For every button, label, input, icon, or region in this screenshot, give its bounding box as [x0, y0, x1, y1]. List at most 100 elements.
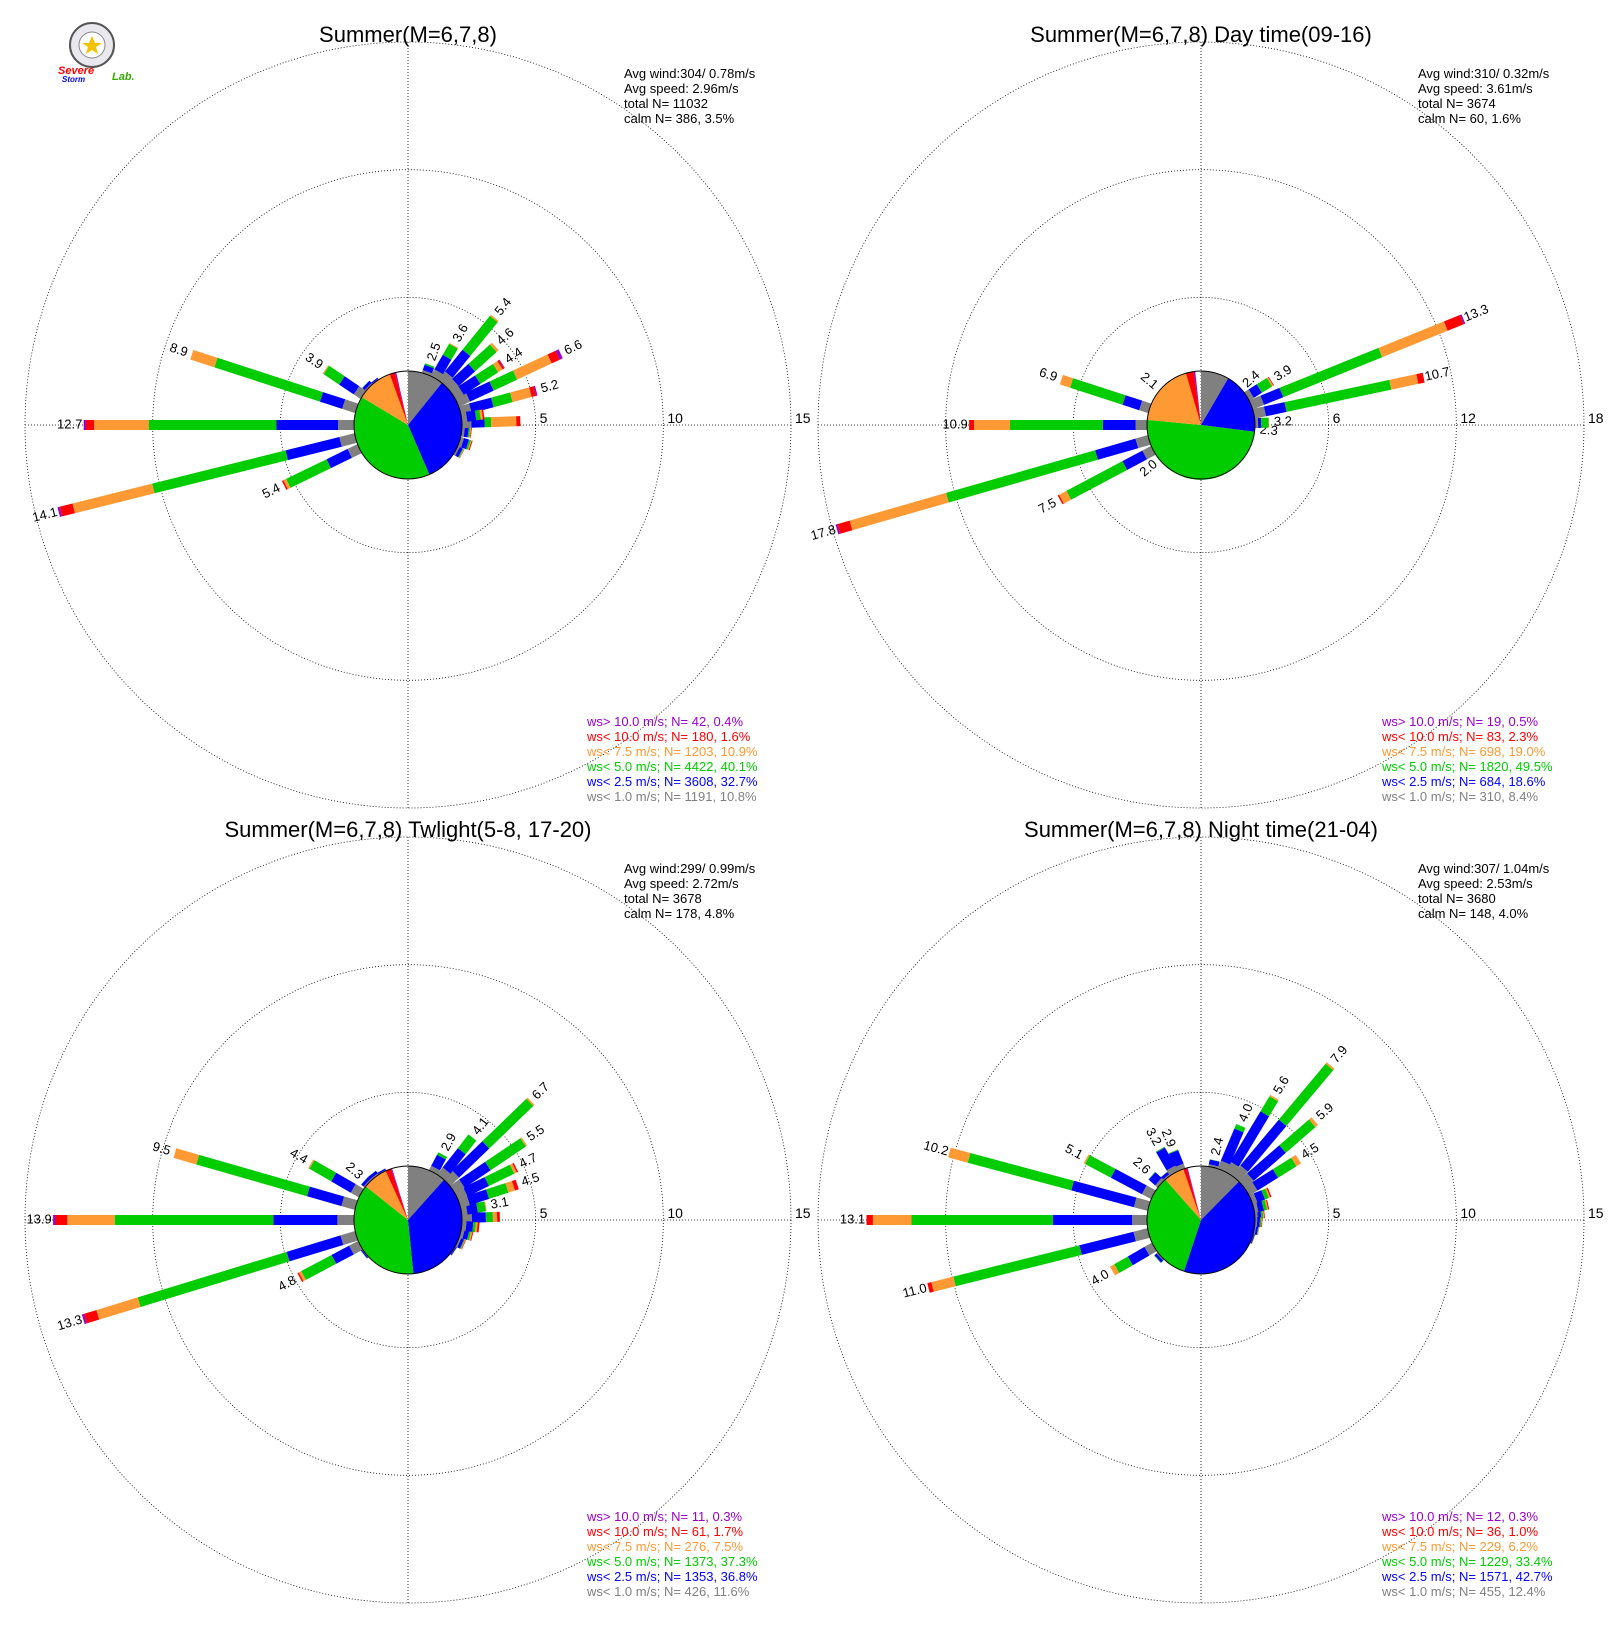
- bar-segment: [471, 1212, 486, 1223]
- bar-segment: [466, 1189, 490, 1206]
- direction-bar: 4.6: [444, 325, 517, 393]
- bar-segment: [1256, 1217, 1260, 1228]
- bar-segment: [469, 397, 494, 414]
- bar-value-label: 3.2: [1143, 1125, 1165, 1148]
- bar-segment: [946, 450, 1098, 503]
- bar-segment: [533, 385, 538, 396]
- bar-value-label: 5.9: [1313, 1100, 1336, 1123]
- bar-segment: [485, 1212, 493, 1223]
- bar-segment: [1260, 1217, 1262, 1228]
- direction-bar: 10.7: [1252, 364, 1451, 419]
- pie-slice-lt10ms: [408, 371, 442, 425]
- bar-segment: [498, 359, 505, 369]
- bar-segment: [1208, 1164, 1219, 1169]
- bar-segment: [1291, 1154, 1302, 1167]
- pie-slice-gt10: [391, 1168, 408, 1220]
- bar-segment: [1269, 1094, 1279, 1102]
- bar-segment: [458, 375, 481, 395]
- bar-segment: [513, 354, 552, 380]
- legend-entry: ws< 2.5 m/s; N= 1571, 42.7%: [1381, 1569, 1553, 1584]
- ring-tick-label: 15: [795, 1205, 811, 1221]
- bar-segment: [462, 1229, 470, 1240]
- bar-segment: [281, 480, 288, 490]
- bar-segment: [1166, 1165, 1179, 1176]
- direction-bar: [1253, 1224, 1260, 1236]
- bar-segment: [451, 1247, 458, 1256]
- pie-slice-gt10: [1193, 371, 1201, 425]
- speed-pie: [1146, 370, 1256, 480]
- legend-entry: ws< 5.0 m/s; N= 1820, 49.5%: [1381, 759, 1553, 774]
- bar-segment: [1057, 494, 1064, 505]
- bar-segment: [455, 446, 463, 458]
- direction-bar: [453, 445, 465, 459]
- bar-value-label: 10.2: [922, 1137, 950, 1158]
- bar-segment: [1159, 1171, 1168, 1179]
- bar-segment: [516, 416, 521, 427]
- direction-bar: 5.2: [458, 376, 560, 416]
- direction-bar: 10.9: [942, 416, 1147, 431]
- legend-entry: ws< 7.5 m/s; N= 698, 19.0%: [1381, 744, 1546, 759]
- bar-segment: [1263, 402, 1287, 417]
- legend-entry: ws< 1.0 m/s; N= 455, 12.4%: [1381, 1584, 1546, 1599]
- bar-segment: [1266, 1199, 1270, 1210]
- bar-segment: [465, 1221, 474, 1232]
- ring-tick-label: 18: [1588, 410, 1604, 426]
- bar-value-label: 10.9: [942, 416, 967, 431]
- bar-segment: [83, 420, 86, 430]
- bar-segment: [1155, 1146, 1165, 1153]
- bar-segment: [1256, 1225, 1260, 1235]
- bar-segment: [467, 440, 472, 450]
- bar-segment: [1156, 1252, 1165, 1261]
- direction-bar: 9.5: [151, 1139, 358, 1210]
- bar-segment: [96, 1297, 141, 1320]
- bar-segment: [472, 1221, 476, 1233]
- bar-segment: [1148, 1172, 1162, 1186]
- legend-entry: ws< 10.0 m/s; N= 36, 1.0%: [1381, 1524, 1539, 1539]
- ring-tick-label: 5: [540, 410, 548, 426]
- panel-title: Summer(M=6,7,8) Twlight(5-8, 17-20): [224, 817, 591, 842]
- direction-bar: 4.1: [437, 1114, 492, 1181]
- pie-slice-lt10: [1185, 371, 1201, 425]
- bar-segment: [196, 1154, 310, 1197]
- direction-bar: 6.9: [1038, 364, 1152, 414]
- ring-tick-label: 5: [540, 1205, 548, 1221]
- ring-tick-label: 10: [1460, 1205, 1476, 1221]
- ring-tick-label: 15: [1588, 1205, 1604, 1221]
- bar-segment: [974, 420, 1010, 430]
- pie-slice-lt10ms: [1201, 1166, 1239, 1220]
- bar-segment: [1251, 1234, 1256, 1244]
- windrose-panel-1: Summer(M=6,7,8) 5 10 15 5.26.6 4.44.6 5.4 3.6 2.…: [24, 22, 811, 809]
- bar-segment: [353, 386, 366, 399]
- bar-segment: [1220, 1128, 1244, 1165]
- pie-slice-lt75: [361, 374, 408, 425]
- bar-segment: [1262, 1208, 1265, 1219]
- bar-segment: [1261, 1188, 1269, 1200]
- bar-value-label: 11.0: [901, 1280, 928, 1300]
- bar-segment: [273, 1215, 338, 1225]
- direction-bar: [1254, 1216, 1263, 1228]
- bar-segment: [475, 409, 481, 421]
- bar-value-label: 2.9: [1159, 1127, 1180, 1149]
- direction-bar: 13.9: [26, 1211, 354, 1226]
- legend-entry: ws< 5.0 m/s; N= 4422, 40.1%: [586, 759, 758, 774]
- bar-value-label: 3.6: [449, 321, 471, 344]
- bar-segment: [94, 420, 149, 430]
- bar-value-label: 13.3: [1461, 301, 1490, 324]
- bar-segment: [482, 1098, 534, 1149]
- pie-slice-lt10ms: [408, 1166, 444, 1220]
- speed-pie: [353, 370, 463, 480]
- bar-segment: [1110, 1264, 1120, 1276]
- bar-segment: [301, 1255, 337, 1280]
- bar-value-label: 6.9: [1038, 364, 1060, 384]
- legend-entry: ws> 10.0 m/s; N= 19, 0.5%: [1381, 714, 1539, 729]
- bar-segment: [190, 350, 218, 368]
- stat-line: Avg speed: 3.61m/s: [1418, 81, 1533, 96]
- bar-segment: [364, 382, 373, 392]
- bar-segment: [1279, 347, 1383, 398]
- bar-segment: [1252, 1202, 1259, 1213]
- bar-segment: [361, 1177, 371, 1187]
- bar-segment: [1260, 1096, 1279, 1117]
- bar-segment: [492, 1211, 498, 1222]
- bar-segment: [376, 1168, 386, 1174]
- bar-segment: [505, 1181, 515, 1193]
